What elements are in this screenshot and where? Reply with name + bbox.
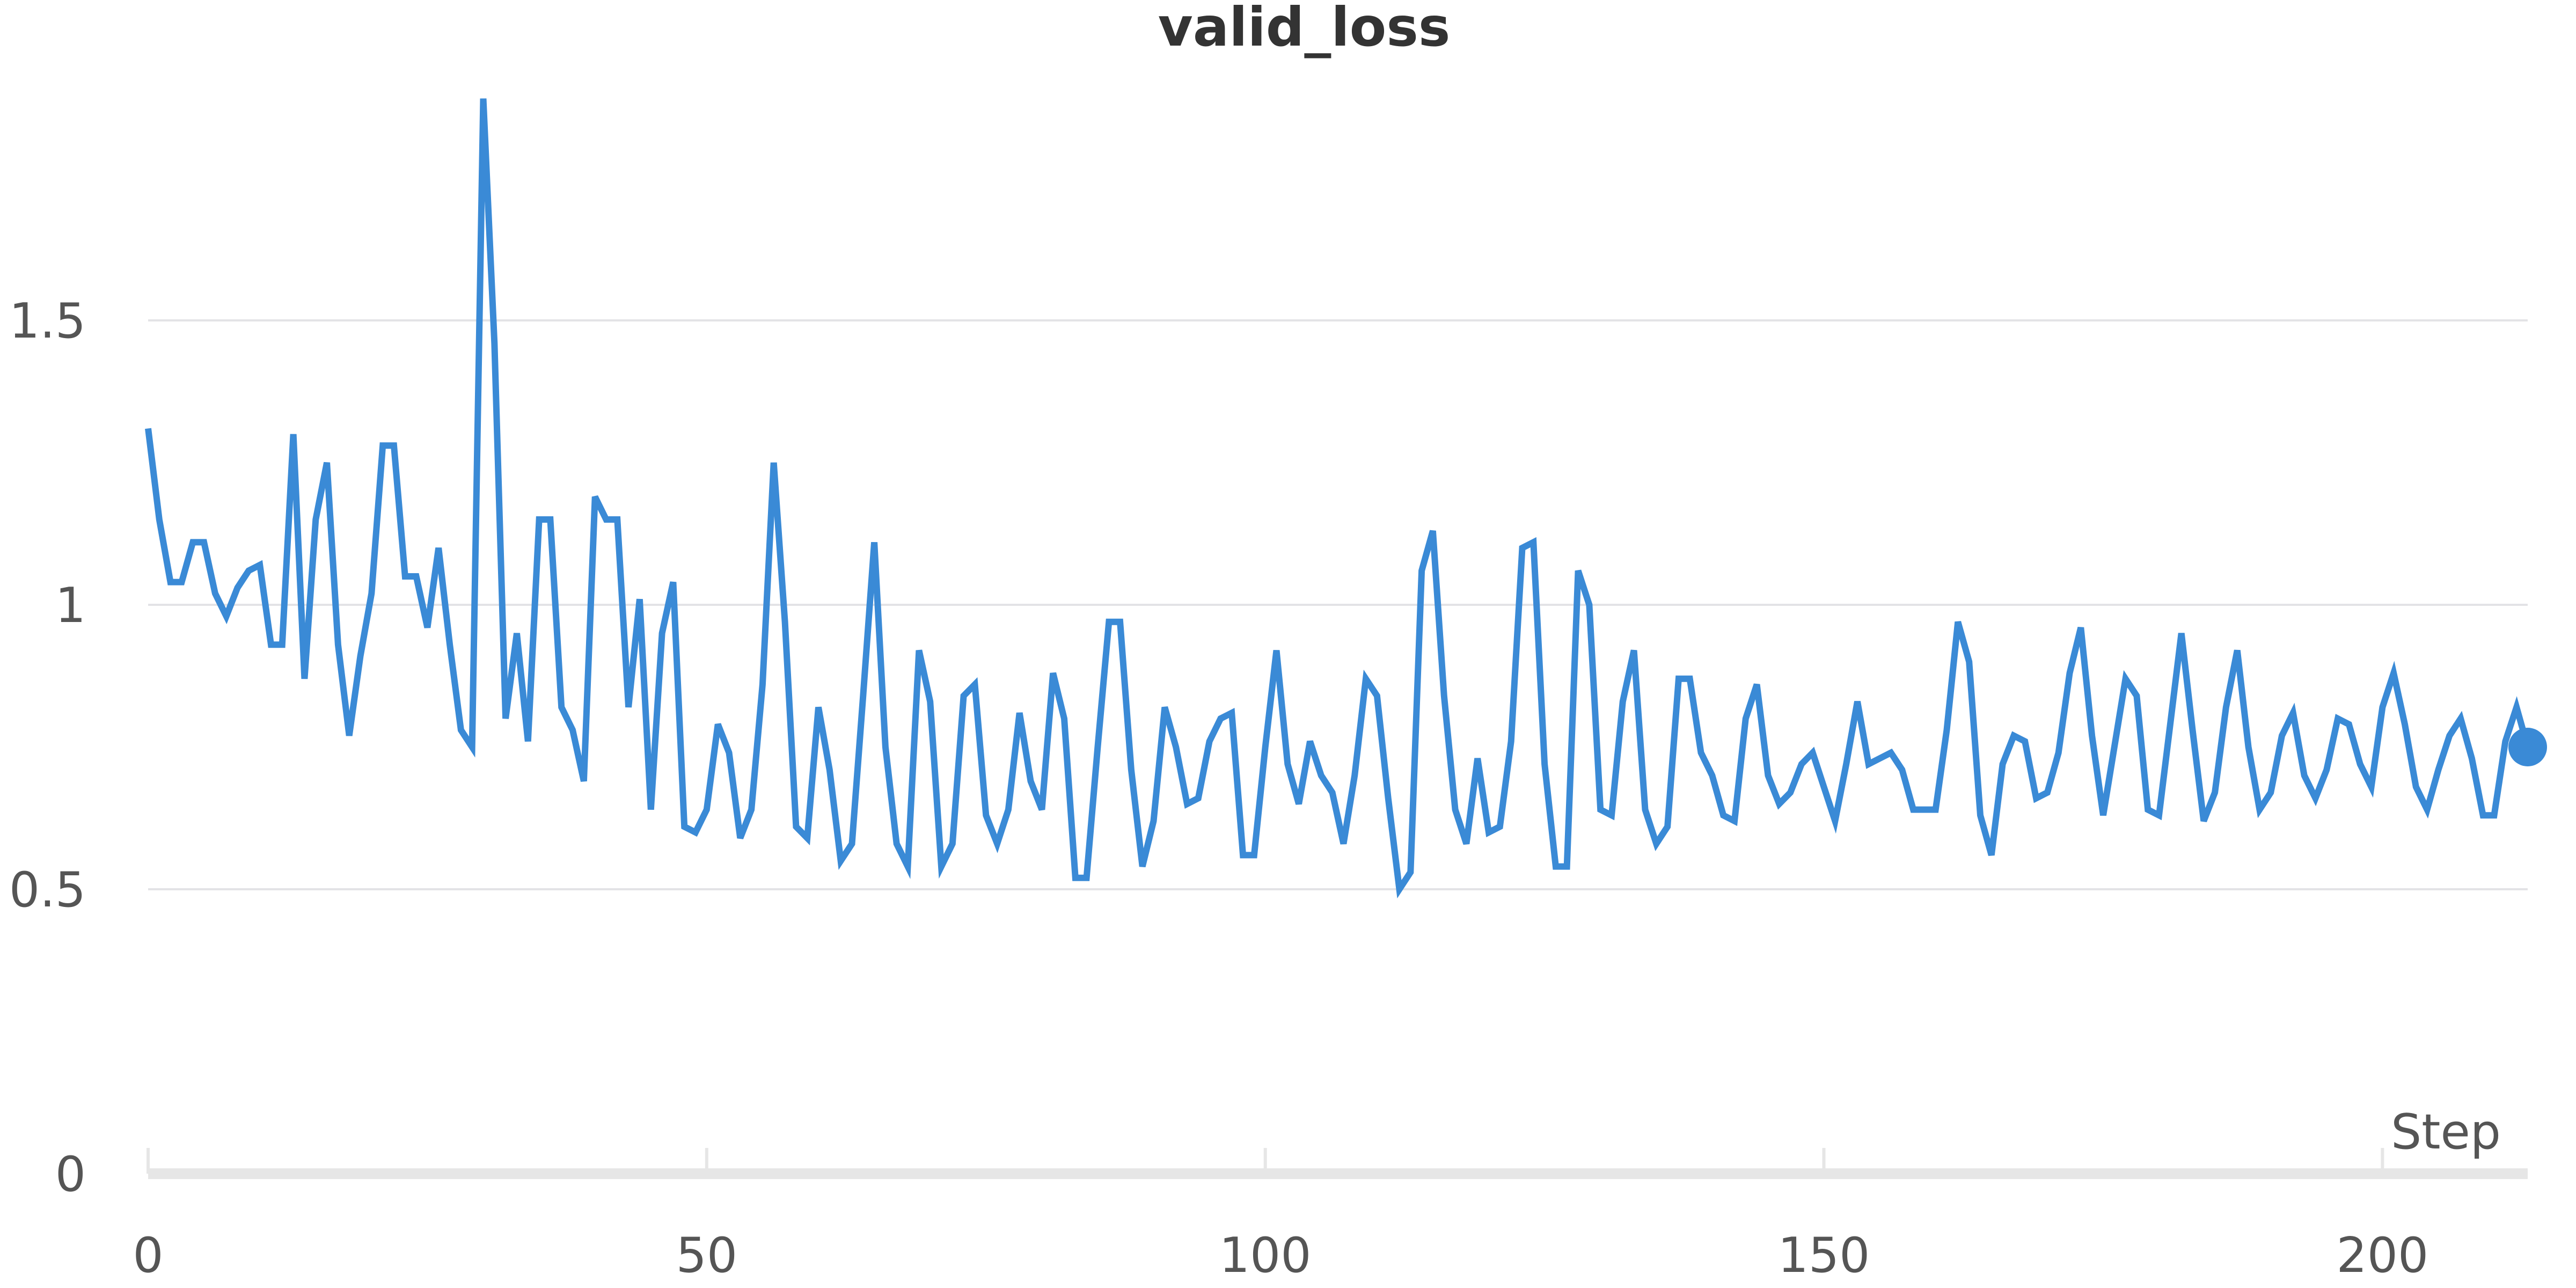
x-tick-label: 100	[1219, 1227, 1312, 1284]
y-axis-ticks: 0 0.5 1 1.5	[9, 293, 86, 1203]
grid-lines	[148, 319, 2528, 890]
y-tick-label: 0.5	[9, 862, 86, 918]
series-line	[145, 98, 2531, 899]
x-axis-ticks: 0 50 100 150 200	[133, 1148, 2428, 1284]
y-tick-label: 1.5	[9, 293, 86, 349]
x-tick-label: 200	[2336, 1227, 2428, 1284]
chart-title: valid_loss	[1158, 0, 1451, 58]
last-point-marker[interactable]	[2508, 728, 2547, 766]
x-tick-label: 50	[676, 1227, 738, 1284]
y-tick-label: 0	[55, 1146, 86, 1203]
x-tick-label: 0	[133, 1227, 163, 1284]
x-tick-label: 150	[1778, 1227, 1870, 1284]
y-tick-label: 1	[55, 577, 86, 634]
x-axis-label: Step	[2391, 1104, 2501, 1160]
series-layer	[145, 98, 2547, 899]
